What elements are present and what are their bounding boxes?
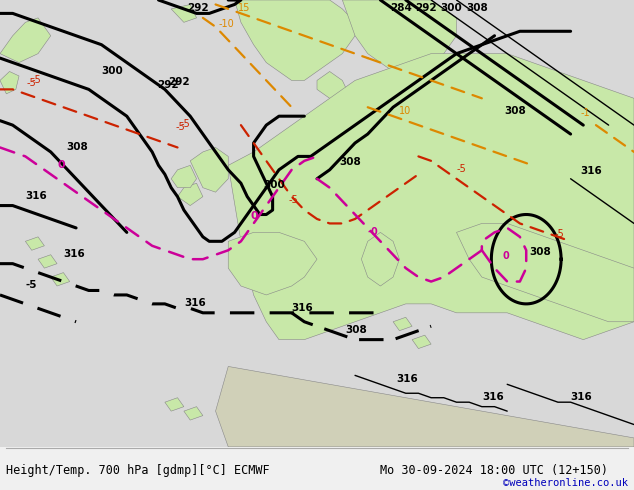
Text: 15: 15 [238,3,250,13]
Polygon shape [184,407,203,420]
Polygon shape [38,255,57,268]
Polygon shape [165,398,184,411]
Text: 0: 0 [57,160,65,170]
Polygon shape [171,4,197,23]
Polygon shape [228,53,634,340]
Text: 292: 292 [415,3,437,13]
Polygon shape [393,318,412,331]
Text: 300: 300 [101,66,123,76]
Polygon shape [235,0,355,80]
Text: ©weatheronline.co.uk: ©weatheronline.co.uk [503,478,628,488]
Text: -5: -5 [456,164,466,174]
Text: 0: 0 [250,211,258,221]
Polygon shape [178,183,203,206]
Text: Mo 30-09-2024 18:00 UTC (12+150): Mo 30-09-2024 18:00 UTC (12+150) [380,464,609,477]
Text: 300: 300 [263,180,285,190]
Text: 316: 316 [63,249,85,259]
Text: 308: 308 [67,142,88,152]
Text: -5: -5 [176,122,186,132]
Text: 308: 308 [339,157,361,168]
Polygon shape [342,0,456,72]
Polygon shape [190,147,228,192]
Text: 308: 308 [529,247,551,257]
Polygon shape [228,232,317,295]
Polygon shape [412,335,431,348]
Text: 308: 308 [466,3,488,13]
Polygon shape [361,232,399,286]
Text: 316: 316 [396,374,418,384]
Text: 308: 308 [504,106,526,116]
Text: -5: -5 [27,78,37,88]
Text: -5: -5 [32,74,41,85]
Text: 316: 316 [580,166,602,176]
Text: 316: 316 [184,298,205,308]
Text: 292: 292 [187,3,209,13]
Text: 0: 0 [503,251,510,261]
Text: 316: 316 [571,392,592,402]
Text: -1: -1 [580,108,590,118]
Text: -0: -0 [368,226,378,237]
Text: -5: -5 [555,229,564,239]
Polygon shape [25,237,44,250]
Text: 300: 300 [441,3,462,13]
Polygon shape [317,72,349,103]
Polygon shape [216,367,634,447]
Polygon shape [456,223,634,322]
Text: 316: 316 [482,392,503,402]
Text: 316: 316 [292,303,313,313]
Text: -5: -5 [288,196,298,205]
Text: -5: -5 [181,120,190,129]
Polygon shape [51,272,70,286]
Text: 10: 10 [399,106,411,116]
Text: 292: 292 [157,80,179,90]
Text: 308: 308 [346,325,367,335]
Text: 284: 284 [390,3,412,13]
Text: 316: 316 [25,191,47,201]
Text: Height/Temp. 700 hPa [gdmp][°C] ECMWF: Height/Temp. 700 hPa [gdmp][°C] ECMWF [6,464,270,477]
Text: -5: -5 [25,280,37,290]
Text: -10: -10 [219,19,235,29]
Polygon shape [0,72,19,94]
Polygon shape [0,18,51,63]
Polygon shape [171,165,197,188]
Text: 292: 292 [168,77,190,87]
